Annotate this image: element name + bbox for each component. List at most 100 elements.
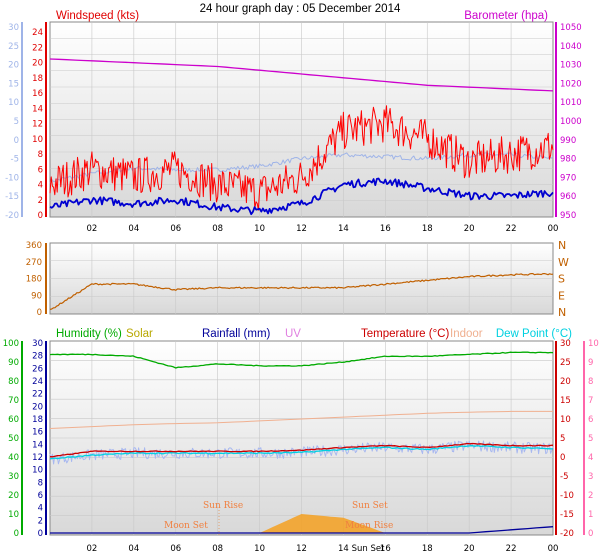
temperature-axis-tick: -5 <box>560 472 568 482</box>
humidity-axis-tick: 40 <box>8 453 19 463</box>
temperature-label: Temperature (°C) <box>361 328 449 340</box>
direction-axis-tick: 270 <box>26 258 42 268</box>
temperature-axis-tick: 5 <box>560 434 565 444</box>
x-axis-tick: 18 <box>422 544 433 554</box>
secondary-axis-tick: 1 <box>588 510 593 520</box>
uv-label: UV <box>285 328 301 340</box>
secondary-axis-tick: 7 <box>588 396 593 406</box>
outer-axis-tick: -10 <box>5 173 19 183</box>
rain-axis-tick: 24 <box>32 377 43 387</box>
secondary-axis-tick: 4 <box>588 453 593 463</box>
wind-axis-tick: 16 <box>32 89 43 99</box>
baro-axis-tick: 970 <box>560 173 576 183</box>
indoor-label: Indoor <box>450 328 483 340</box>
x-axis-tick: 22 <box>506 224 517 234</box>
temperature-line <box>49 442 554 458</box>
page-title: 24 hour graph day : 05 December 2014 <box>200 3 401 15</box>
barometer-line <box>49 58 554 92</box>
rain-axis-tick: 10 <box>32 466 43 476</box>
x-axis-tick: 22 <box>506 544 517 554</box>
humidity-axis-tick: 100 <box>3 339 19 349</box>
moon-rise-label: Moon Rise <box>345 521 393 531</box>
secondary-axis-tick: 6 <box>588 415 593 425</box>
temperature-axis-tick: -20 <box>560 529 574 539</box>
rain-axis-tick: 4 <box>38 504 43 514</box>
temperature-axis-tick: 15 <box>560 396 571 406</box>
rain-axis-tick: 20 <box>32 402 43 412</box>
wind-axis-tick: 14 <box>32 104 43 114</box>
sun-set-label: Sun Set <box>352 501 388 511</box>
x-axis-tick: 10 <box>254 224 265 234</box>
panel-temperature-humidity: Humidity (%) Solar Rainfall (mm) UV Temp… <box>3 328 599 539</box>
baro-axis-tick: 1010 <box>560 98 582 108</box>
secondary-axis-tick: 2 <box>588 491 593 501</box>
x-axis-tick: 10 <box>254 544 265 554</box>
outer-axis-tick: 10 <box>8 98 19 108</box>
direction-axis-tick: 90 <box>31 291 42 301</box>
humidity-axis-tick: 20 <box>8 491 19 501</box>
indoor-line <box>49 410 553 429</box>
wind-axis-tick: 0 <box>38 211 43 221</box>
rain-axis-tick: 18 <box>32 415 43 425</box>
baro-axis-tick: 1020 <box>560 79 582 89</box>
baro-axis-tick: 1000 <box>560 117 582 127</box>
solar-area <box>50 514 553 533</box>
rain-axis-tick: 8 <box>38 478 43 488</box>
temperature-axis-tick: -10 <box>560 491 574 501</box>
wind-direction-line <box>49 273 554 310</box>
wind-average-line <box>49 177 554 216</box>
x-axis-tick: 20 <box>464 224 475 234</box>
x-axis-tick: 14 <box>338 224 349 234</box>
rain-axis-tick: 22 <box>32 390 43 400</box>
outer-axis-tick: 25 <box>8 42 19 52</box>
rain-axis-tick: 14 <box>32 440 43 450</box>
sun-rise-label: Sun Rise <box>203 501 243 511</box>
wind-axis-tick: 2 <box>38 196 43 206</box>
baro-axis-tick: 1040 <box>560 42 582 52</box>
outer-axis-tick: -20 <box>5 211 19 221</box>
wind-axis-tick: 8 <box>38 150 43 160</box>
secondary-axis-tick: 0 <box>588 529 593 539</box>
secondary-axis-tick: 3 <box>588 472 593 482</box>
temperature-axis-tick: 25 <box>560 358 571 368</box>
windspeed-axis-title: Windspeed (kts) <box>56 10 139 22</box>
rain-axis-tick: 30 <box>32 339 43 349</box>
outer-axis-tick: 5 <box>14 117 19 127</box>
compass-label: N <box>558 306 566 319</box>
rainfall-label: Rainfall (mm) <box>202 328 271 340</box>
secondary-axis-tick: 9 <box>588 358 593 368</box>
humidity-line <box>49 351 554 369</box>
panel-wind-barometer: Windspeed (kts) Barometer (hpa) 30252015… <box>5 10 582 221</box>
outer-axis-tick: -5 <box>11 155 19 165</box>
x-axis-tick: 08 <box>212 544 223 554</box>
humidity-label: Humidity (%) <box>56 328 122 340</box>
moon-set-label: Moon Set <box>164 521 208 531</box>
outer-series-line <box>49 152 554 184</box>
temperature-axis-tick: -15 <box>560 510 574 520</box>
rain-axis-tick: 6 <box>38 491 43 501</box>
temperature-axis-tick: 0 <box>560 453 565 463</box>
x-axis-tick: 12 <box>296 544 307 554</box>
x-axis-tick: 12 <box>296 224 307 234</box>
x-axis-tick: 16 <box>380 544 391 554</box>
wind-axis-tick: 18 <box>32 74 43 84</box>
baro-axis-tick: 1030 <box>560 61 582 71</box>
x-axis-tick: 18 <box>422 224 433 234</box>
wind-axis-tick: 6 <box>38 165 43 175</box>
direction-axis-tick: 180 <box>26 275 42 285</box>
outer-axis-tick: 15 <box>8 79 19 89</box>
x-axis-tick: 02 <box>87 224 98 234</box>
x-axis-tick: 14 <box>338 544 349 554</box>
outer-axis-tick: 0 <box>14 136 19 146</box>
temperature-axis-tick: 30 <box>560 339 571 349</box>
humidity-axis-tick: 60 <box>8 415 19 425</box>
compass-label: S <box>558 273 565 286</box>
wind-axis-tick: 24 <box>32 28 43 38</box>
x-axis-extra-label: Sun Set <box>352 544 385 554</box>
x-axis-tick: 20 <box>464 544 475 554</box>
direction-axis-tick: 360 <box>26 241 42 251</box>
secondary-axis-tick: 10 <box>588 339 599 349</box>
humidity-axis-tick: 50 <box>8 434 19 444</box>
humidity-axis-tick: 30 <box>8 472 19 482</box>
